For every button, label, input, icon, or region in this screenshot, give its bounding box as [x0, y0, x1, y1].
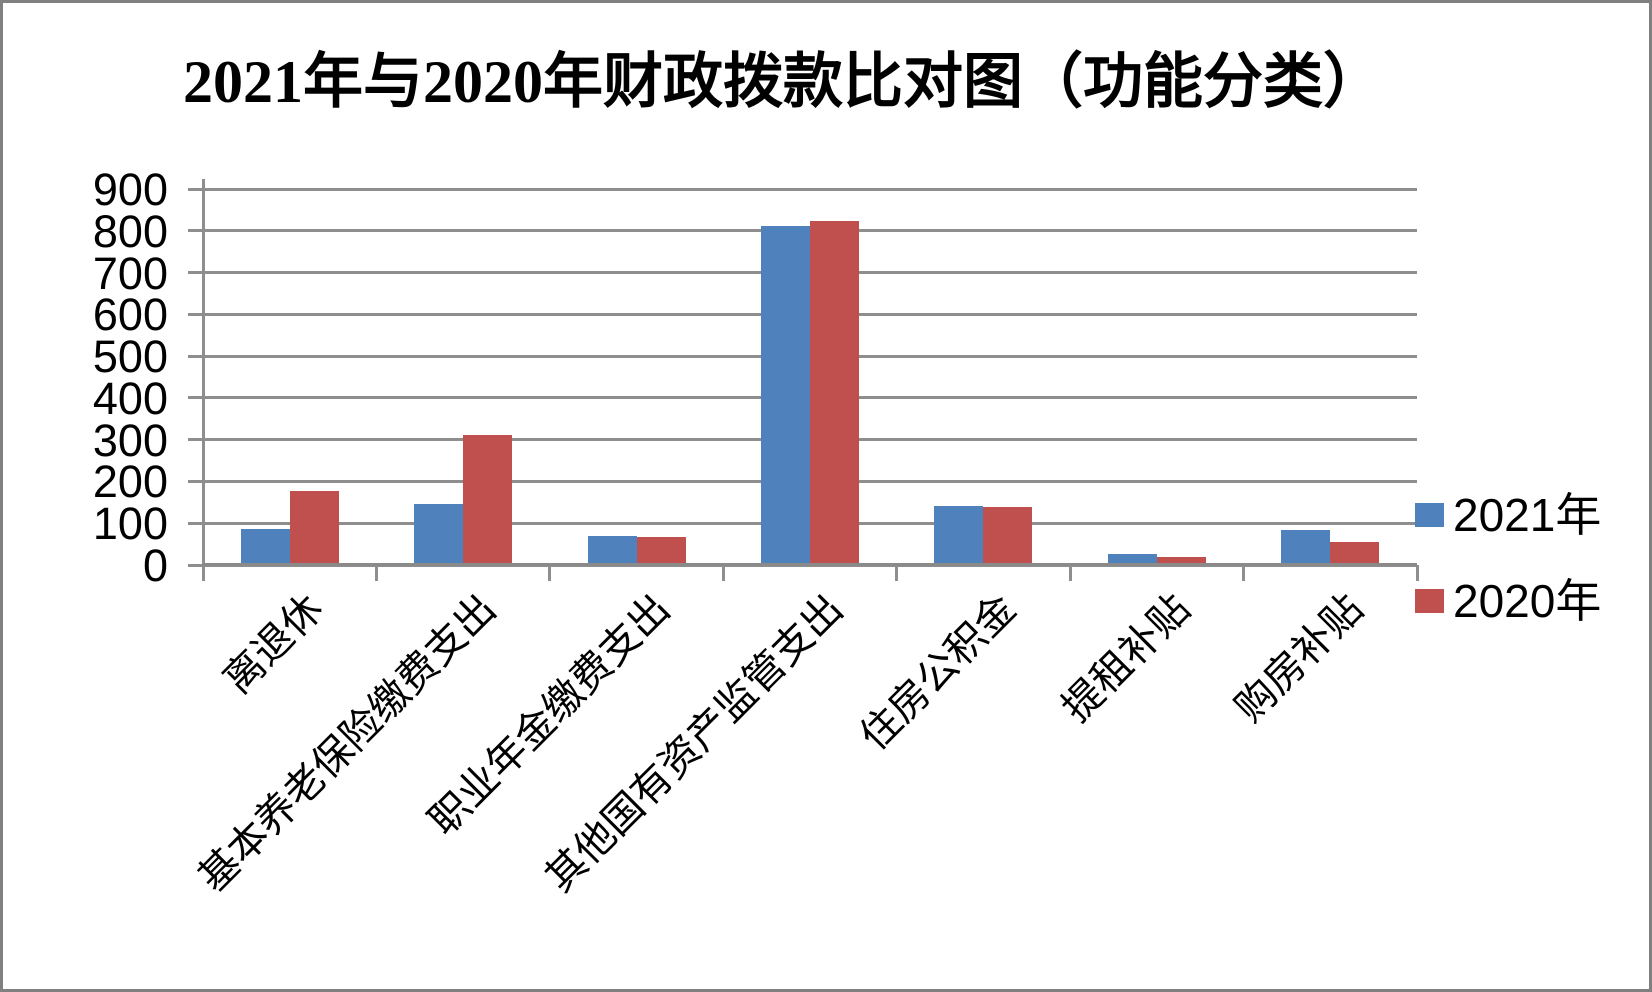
y-tick-700: [188, 271, 203, 275]
y-tick-600: [188, 312, 203, 316]
y-tick-500: [188, 354, 203, 358]
y-tick-0: [188, 563, 203, 567]
y-tick-400: [188, 396, 203, 400]
y-axis-label-500: 500: [92, 331, 168, 383]
x-tick-1: [374, 565, 378, 581]
y-tick-100: [188, 521, 203, 525]
bar-s1-c1: [463, 434, 513, 565]
y-axis-label-300: 300: [92, 414, 168, 466]
x-axis-label-0: 离退休: [214, 585, 332, 703]
legend: 2021年 2020年: [1415, 489, 1601, 627]
bar-s0-c2: [587, 535, 637, 565]
x-tick-3: [721, 565, 725, 581]
y-tick-800: [188, 229, 203, 233]
gridline-900: [203, 187, 1417, 191]
x-tick-2: [548, 565, 552, 581]
x-tick-0: [201, 565, 205, 581]
y-axis-line: [202, 179, 205, 581]
y-axis-labels: 0 100 200 300 400 500 600 700 800 900: [43, 167, 168, 588]
bar-s1-c5: [1156, 557, 1206, 565]
bar-s0-c3: [761, 225, 810, 565]
bar-s1-c2: [636, 536, 686, 565]
bar-s1-c4: [983, 506, 1033, 565]
x-axis-label-3: 其他国有资产监管支出: [536, 585, 852, 901]
x-tick-4: [895, 565, 899, 581]
bar-s0-c0: [240, 528, 290, 565]
y-tick-900: [188, 187, 203, 191]
y-axis-label-200: 200: [92, 456, 168, 508]
y-axis-label-100: 100: [92, 498, 168, 550]
x-axis-label-6: 购房补贴: [1226, 585, 1372, 731]
y-axis-label-600: 600: [92, 289, 168, 341]
x-axis-line: [203, 563, 1417, 566]
y-axis-label-400: 400: [92, 372, 168, 424]
bar-s1-c6: [1330, 541, 1380, 565]
y-axis-label-700: 700: [92, 247, 168, 299]
y-tick-200: [188, 479, 203, 483]
x-tick-5: [1068, 565, 1072, 581]
legend-swatch-1: [1415, 589, 1444, 613]
legend-label-0: 2021年: [1453, 489, 1602, 541]
legend-swatch-0: [1415, 503, 1444, 527]
x-axis-label-5: 提租补贴: [1053, 585, 1199, 731]
legend-entry-0: 2021年: [1415, 489, 1601, 541]
legend-entry-1: 2020年: [1415, 575, 1601, 627]
bar-s0-c6: [1281, 529, 1331, 565]
chart-title: 2021年与2020年财政拨款比对图（功能分类）: [183, 49, 1383, 115]
bar-s1-c0: [289, 491, 339, 565]
legend-label-1: 2020年: [1453, 575, 1602, 627]
plot-area: [188, 179, 1419, 581]
bar-s0-c5: [1107, 554, 1157, 565]
y-tick-300: [188, 438, 203, 442]
x-tick-7: [1415, 565, 1419, 581]
y-axis-label-900: 900: [92, 164, 168, 215]
x-axis-label-1: 基本养老保险缴费支出: [189, 585, 505, 901]
y-axis-label-0: 0: [142, 540, 168, 591]
bar-s0-c1: [414, 504, 464, 565]
bar-s1-c3: [810, 220, 859, 565]
y-axis-label-800: 800: [92, 205, 168, 257]
x-axis-label-4: 住房公积金: [851, 585, 1025, 759]
x-tick-6: [1242, 565, 1246, 581]
bar-s0-c4: [934, 506, 984, 565]
